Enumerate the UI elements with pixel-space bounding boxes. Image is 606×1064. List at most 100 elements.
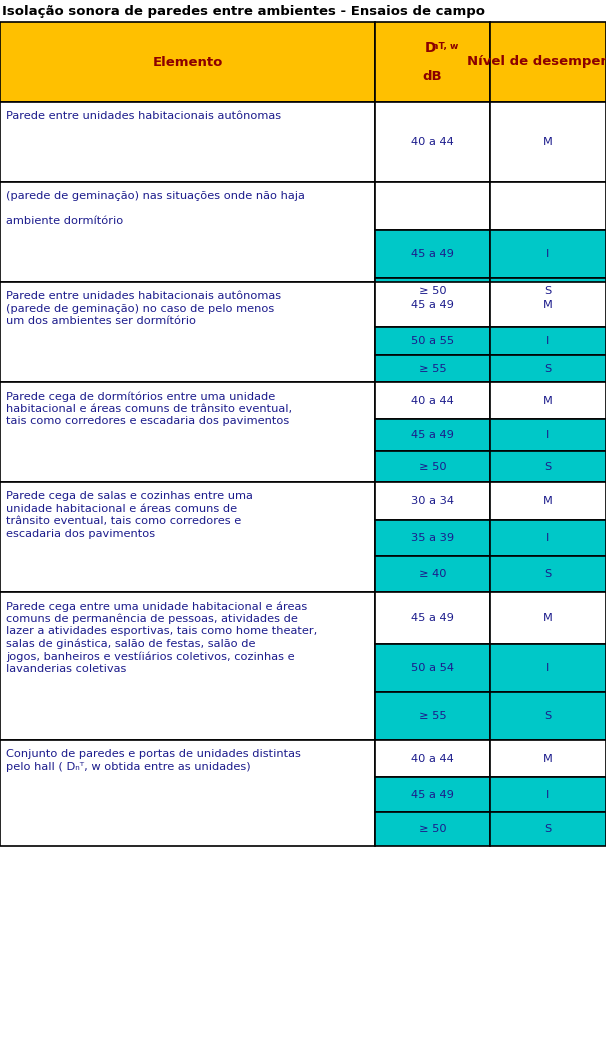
Text: unidade habitacional e áreas comuns de: unidade habitacional e áreas comuns de <box>6 503 237 514</box>
Text: 45 a 49: 45 a 49 <box>411 299 454 310</box>
Text: habitacional e áreas comuns de trânsito eventual,: habitacional e áreas comuns de trânsito … <box>6 403 292 414</box>
Text: Nível de desempenho: Nível de desempenho <box>467 55 606 68</box>
Bar <box>490 278 606 304</box>
Bar <box>490 520 606 556</box>
Bar <box>490 102 606 182</box>
Bar <box>375 451 490 482</box>
Bar <box>375 692 490 739</box>
Text: S: S <box>544 711 551 721</box>
Text: I: I <box>547 430 550 440</box>
Text: D: D <box>424 41 436 55</box>
Bar <box>490 692 606 739</box>
Bar <box>0 482 375 592</box>
Text: ≥ 55: ≥ 55 <box>419 711 446 721</box>
Bar <box>375 102 490 182</box>
Text: Parede cega entre uma unidade habitacional e áreas: Parede cega entre uma unidade habitacion… <box>6 601 307 612</box>
Text: 50 a 55: 50 a 55 <box>411 336 454 346</box>
Text: trânsito eventual, tais como corredores e: trânsito eventual, tais como corredores … <box>6 516 241 527</box>
Bar <box>490 230 606 278</box>
Text: Elemento: Elemento <box>152 55 222 68</box>
Text: S: S <box>544 462 551 471</box>
Bar <box>375 355 490 382</box>
Text: dB: dB <box>423 70 442 83</box>
Bar <box>375 327 490 355</box>
Text: I: I <box>547 249 550 259</box>
Bar <box>490 556 606 592</box>
Bar <box>0 739 375 846</box>
Bar <box>0 282 375 382</box>
Bar <box>490 182 606 230</box>
Bar <box>490 644 606 692</box>
Text: M: M <box>543 137 553 147</box>
Text: Isolação sonora de paredes entre ambientes - Ensaios de campo: Isolação sonora de paredes entre ambient… <box>2 4 485 17</box>
Bar <box>490 739 606 777</box>
Text: pelo hall ( Dₙᵀ, w obtida entre as unidades): pelo hall ( Dₙᵀ, w obtida entre as unida… <box>6 762 251 771</box>
Bar <box>490 482 606 520</box>
Bar <box>490 327 606 355</box>
Bar <box>0 592 375 739</box>
Bar <box>375 22 490 102</box>
Text: M: M <box>543 396 553 405</box>
Bar <box>490 282 606 327</box>
Bar <box>375 182 490 230</box>
Text: comuns de permanência de pessoas, atividades de: comuns de permanência de pessoas, ativid… <box>6 614 298 624</box>
Text: um dos ambientes ser dormítório: um dos ambientes ser dormítório <box>6 316 196 327</box>
Text: I: I <box>547 533 550 543</box>
Text: ≥ 50: ≥ 50 <box>419 286 446 296</box>
Bar <box>0 382 375 482</box>
Text: 40 a 44: 40 a 44 <box>411 396 454 405</box>
Bar <box>0 22 375 102</box>
Text: Parede cega de dormítórios entre uma unidade: Parede cega de dormítórios entre uma uni… <box>6 390 275 401</box>
Bar <box>375 644 490 692</box>
Bar <box>0 182 375 282</box>
Text: Conjunto de paredes e portas de unidades distintas: Conjunto de paredes e portas de unidades… <box>6 749 301 760</box>
Bar <box>490 451 606 482</box>
Text: I: I <box>547 663 550 674</box>
Text: 45 a 49: 45 a 49 <box>411 249 454 259</box>
Text: 45 a 49: 45 a 49 <box>411 613 454 624</box>
Text: I: I <box>547 789 550 799</box>
Bar <box>375 777 490 812</box>
Bar <box>375 520 490 556</box>
Bar <box>490 355 606 382</box>
Bar <box>0 102 375 182</box>
Text: salas de ginástica, salão de festas, salão de: salas de ginástica, salão de festas, sal… <box>6 638 256 649</box>
Text: ≥ 55: ≥ 55 <box>419 364 446 373</box>
Bar <box>375 482 490 520</box>
Bar <box>375 556 490 592</box>
Bar <box>375 419 490 451</box>
Bar <box>375 592 490 644</box>
Bar <box>490 382 606 419</box>
Bar <box>375 230 490 278</box>
Text: jogos, banheiros e vestíiários coletivos, cozinhas e: jogos, banheiros e vestíiários coletivos… <box>6 651 295 662</box>
Text: M: M <box>543 299 553 310</box>
Bar <box>490 812 606 846</box>
Text: M: M <box>543 496 553 506</box>
Text: 35 a 39: 35 a 39 <box>411 533 454 543</box>
Text: 30 a 34: 30 a 34 <box>411 496 454 506</box>
Text: 45 a 49: 45 a 49 <box>411 789 454 799</box>
Bar <box>375 812 490 846</box>
Bar <box>490 22 606 102</box>
Bar <box>490 419 606 451</box>
Text: ≥ 50: ≥ 50 <box>419 824 446 834</box>
Text: Parede cega de salas e cozinhas entre uma: Parede cega de salas e cozinhas entre um… <box>6 492 253 501</box>
Text: lavanderias coletivas: lavanderias coletivas <box>6 664 127 674</box>
Text: S: S <box>544 286 551 296</box>
Text: ≥ 40: ≥ 40 <box>419 569 446 579</box>
Text: 40 a 44: 40 a 44 <box>411 753 454 764</box>
Text: M: M <box>543 613 553 624</box>
Text: nT, w: nT, w <box>431 41 458 51</box>
Bar <box>375 282 490 327</box>
Text: 50 a 54: 50 a 54 <box>411 663 454 674</box>
Bar <box>490 777 606 812</box>
Text: ≥ 50: ≥ 50 <box>419 462 446 471</box>
Bar <box>490 592 606 644</box>
Text: ambiente dormítório: ambiente dormítório <box>6 216 123 227</box>
Bar <box>375 382 490 419</box>
Text: I: I <box>547 336 550 346</box>
Text: 40 a 44: 40 a 44 <box>411 137 454 147</box>
Text: Parede entre unidades habitacionais autônomas: Parede entre unidades habitacionais autô… <box>6 292 281 301</box>
Text: M: M <box>543 753 553 764</box>
Text: (parede de geminação) no caso de pelo menos: (parede de geminação) no caso de pelo me… <box>6 303 275 314</box>
